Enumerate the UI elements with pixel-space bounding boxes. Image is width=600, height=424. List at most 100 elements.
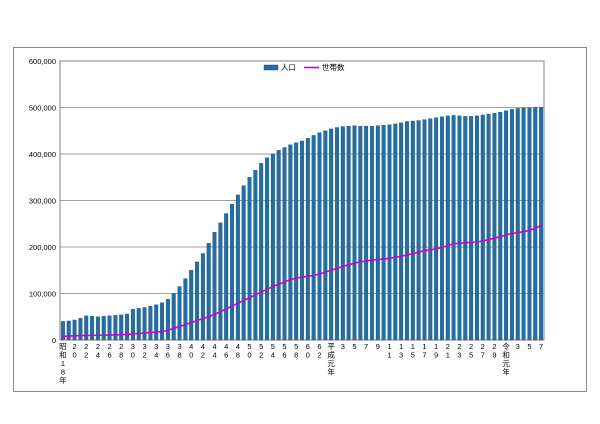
bar — [212, 231, 217, 341]
bar — [393, 123, 398, 341]
bar — [183, 278, 188, 341]
bar — [358, 125, 363, 341]
x-tick-label: 3 — [341, 342, 345, 351]
line-point — [102, 334, 105, 337]
y-tick-label: 600,000 — [29, 57, 56, 66]
line-point — [85, 334, 88, 337]
line-point — [126, 333, 128, 336]
bar — [375, 125, 380, 341]
line-point — [388, 257, 391, 260]
bar — [224, 213, 229, 341]
line-point — [505, 234, 507, 236]
bar — [165, 298, 170, 341]
line-point — [318, 273, 321, 275]
bar — [288, 144, 293, 341]
line-point — [73, 334, 76, 337]
line-point — [353, 262, 356, 265]
bar — [84, 315, 89, 341]
line-point — [359, 260, 362, 263]
line-point — [522, 230, 525, 233]
x-tick-label: 3 — [516, 342, 520, 351]
bar — [405, 121, 409, 341]
bar — [346, 125, 351, 341]
line-point — [382, 258, 385, 260]
bar — [265, 157, 269, 341]
line-point — [400, 255, 403, 258]
line-point — [371, 259, 373, 261]
bar — [445, 115, 450, 341]
bar — [177, 286, 182, 341]
chart: 0 100,000 200,000 300,000 400,000 500,000 600,… — [29, 57, 545, 385]
line-point — [172, 327, 175, 330]
line-point — [190, 321, 193, 324]
line-point — [312, 274, 315, 277]
bar — [533, 107, 538, 341]
line-point — [67, 335, 70, 337]
line-point — [446, 244, 449, 247]
line-point — [277, 283, 280, 286]
line-point — [91, 334, 93, 337]
x-tick-label: 昭和 1 8 年 — [59, 342, 67, 385]
line-point — [219, 310, 222, 313]
bar — [422, 119, 427, 341]
legend-swatch-population — [263, 64, 279, 71]
line-point — [306, 275, 309, 278]
line-point — [423, 249, 426, 252]
bar — [125, 313, 130, 341]
bar — [230, 204, 234, 341]
line-point — [540, 224, 542, 227]
bar — [311, 135, 316, 341]
bar — [241, 185, 246, 341]
chart-frame: 0 100,000 200,000 300,000 400,000 500,000 600,… — [13, 47, 587, 392]
bar — [148, 305, 153, 341]
line-point — [324, 271, 327, 274]
bar — [515, 108, 520, 341]
bar — [195, 261, 199, 341]
bar — [498, 112, 503, 341]
x-tick-label: 9 — [376, 342, 380, 351]
line-point — [365, 260, 368, 262]
line-point — [149, 331, 152, 334]
bar — [539, 107, 544, 341]
bar — [189, 270, 194, 341]
line-point — [62, 335, 64, 338]
bar — [352, 125, 357, 341]
line-point — [516, 231, 519, 234]
line-point — [406, 254, 408, 256]
line-point — [161, 330, 163, 333]
line-point — [260, 291, 263, 294]
bar — [329, 128, 334, 341]
x-tick-label: 7 — [539, 342, 543, 351]
line-point — [289, 278, 292, 281]
line-point — [97, 334, 99, 337]
bar — [504, 110, 509, 341]
line-point — [295, 277, 298, 280]
x-tick-label: 5 — [527, 342, 531, 351]
bar — [300, 140, 304, 341]
line-point — [120, 333, 123, 336]
bar — [270, 153, 275, 341]
line-point — [347, 263, 350, 266]
bar — [113, 315, 118, 341]
line-point — [341, 265, 344, 268]
bar — [509, 109, 514, 341]
line-point — [225, 307, 228, 310]
bar — [410, 120, 415, 341]
line-point — [137, 332, 140, 335]
